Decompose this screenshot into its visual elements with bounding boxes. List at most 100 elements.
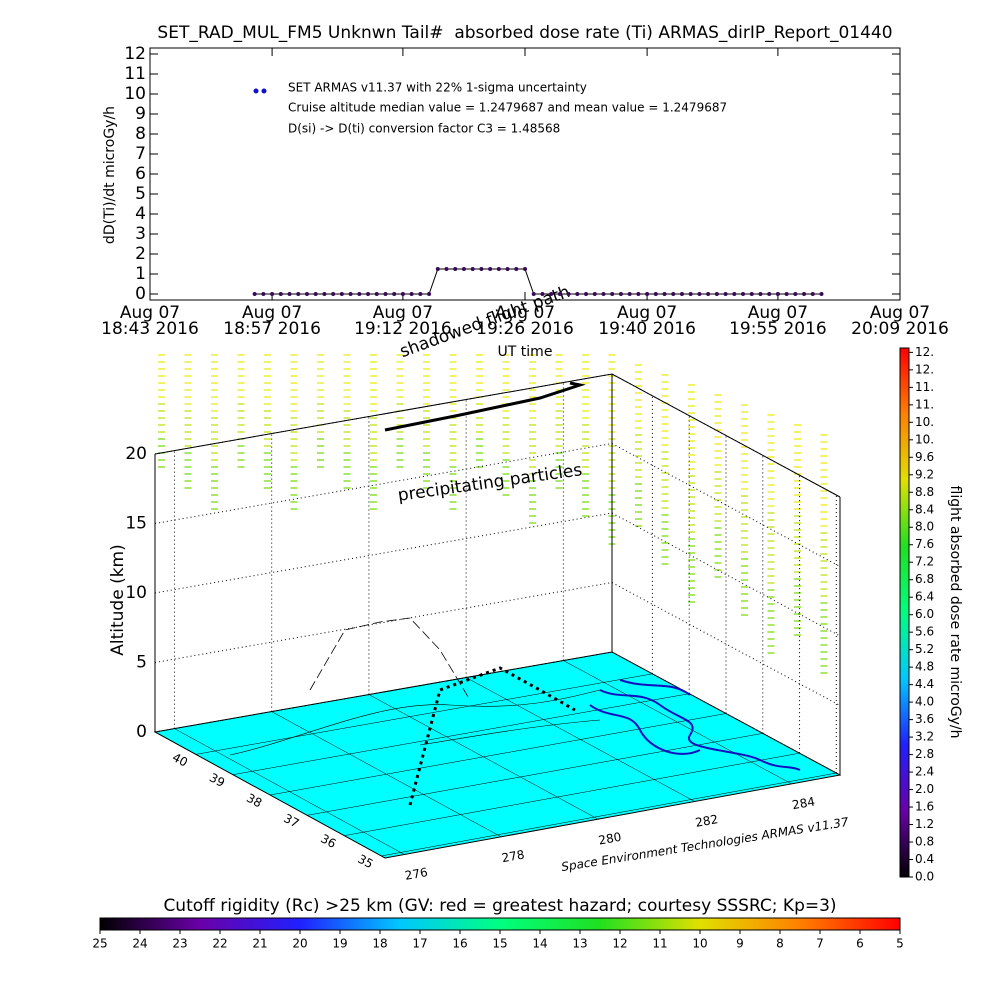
grid-line: [154, 512, 841, 637]
data-point: [470, 267, 475, 272]
colorbar-tick-label: 19: [332, 937, 347, 951]
colorbar-tick-label: 22: [212, 937, 227, 951]
data-point: [322, 292, 327, 296]
y-tick-label: 3: [135, 224, 146, 244]
data-point: [767, 292, 772, 296]
data-point: [584, 292, 589, 296]
lon-tick-label: 278: [501, 847, 526, 865]
data-point: [610, 292, 615, 296]
colorbar-tick-label: 18: [372, 937, 387, 951]
colorbar-tick-label: 3.2: [915, 730, 934, 744]
data-point: [383, 292, 388, 296]
data-point: [732, 292, 737, 296]
colorbar-tick-label: 15: [492, 937, 507, 951]
y-tick-label: 7: [135, 144, 146, 164]
y-tick-label: 8: [135, 124, 146, 144]
colorbar-tick-label: 21: [252, 937, 267, 951]
colorbar-tick-label: 10.: [915, 415, 934, 429]
data-point: [679, 292, 684, 296]
colorbar-tick-label: 20: [292, 937, 307, 951]
data-point: [549, 292, 554, 296]
data-point: [671, 292, 676, 296]
colorbar-tick-label: 8.4: [915, 502, 934, 516]
chart-title: SET_RAD_MUL_FM5 Unknwn Tail# absorbed do…: [157, 23, 892, 43]
colorbar-tick-label: 7.2: [915, 555, 934, 569]
x-tick-label: Aug 07: [495, 303, 555, 323]
data-point: [662, 292, 667, 296]
colorbar-tick-label: 5: [896, 937, 904, 951]
y-tick-label: 2: [135, 244, 146, 264]
data-point: [261, 292, 266, 296]
colorbar-tick-label: 7.6: [915, 537, 934, 551]
x-tick-label: 20:09 2016: [851, 319, 949, 339]
data-point: [758, 292, 763, 296]
data-point: [775, 292, 780, 296]
colorbar-tick-label: 14: [532, 937, 547, 951]
colorbar: [899, 347, 910, 878]
data-point: [723, 292, 728, 296]
x-tick-label: 18:43 2016: [101, 319, 199, 339]
state-line: [229, 689, 601, 756]
data-point: [304, 292, 309, 296]
x-tick-label: Aug 07: [120, 303, 180, 323]
y-tick-label: 4: [135, 204, 146, 224]
z-tick-label: 15: [125, 514, 147, 534]
x-tick-label: Aug 07: [617, 303, 677, 323]
lon-tick-label: 282: [694, 812, 719, 830]
data-point: [819, 292, 824, 296]
legend-label: SET ARMAS v11.37 with 22% 1-sigma uncert…: [288, 81, 587, 95]
data-point: [357, 292, 362, 296]
x-tick-label: 19:40 2016: [598, 319, 696, 339]
colorbar-tick-label: 1.2: [915, 817, 934, 831]
colorbar-tick-label: 9.6: [915, 450, 934, 464]
flight-path: [384, 381, 586, 432]
lat-tick-label: 38: [244, 791, 264, 811]
y-tick-label: 6: [135, 164, 146, 184]
colorbar-label: Cutoff rigidity (Rc) >25 km (GV: red = g…: [163, 896, 836, 916]
data-point: [793, 292, 798, 296]
data-point: [296, 292, 301, 296]
colorbar-tick-label: 9: [736, 937, 744, 951]
data-point: [366, 292, 371, 296]
x-tick-label: Aug 07: [242, 303, 302, 323]
lat-tick-label: 35: [355, 852, 375, 872]
colorbar-tick-label: 16: [452, 937, 467, 951]
data-point: [688, 292, 693, 296]
grid-line: [195, 673, 653, 755]
lat-tick-label: 37: [281, 811, 301, 831]
colorbar-tick-label: 17: [412, 937, 427, 951]
colorbar-tick-label: 5.2: [915, 642, 934, 656]
lon-tick-label: 276: [404, 865, 429, 883]
grid-line: [269, 713, 727, 796]
z-tick-label: 20: [125, 444, 147, 464]
data-point: [514, 267, 519, 272]
colorbar-tick-label: 2.0: [915, 782, 934, 796]
data-point: [566, 292, 571, 296]
colorbar-tick-label: 25: [92, 937, 107, 951]
data-point: [374, 292, 379, 296]
colorbar-tick-label: 23: [172, 937, 187, 951]
data-point: [435, 267, 440, 272]
altitude-profile: [309, 617, 471, 701]
data-point: [331, 292, 336, 296]
data-point: [557, 292, 562, 296]
coastline: [589, 679, 801, 771]
colorbar-tick-label: 6: [856, 937, 864, 951]
x-tick-label: Aug 07: [870, 303, 930, 323]
x-tick-label: 19:55 2016: [729, 319, 827, 339]
data-point: [278, 292, 283, 296]
x-tick-label: 18:57 2016: [223, 319, 321, 339]
y-tick-label: 5: [135, 184, 146, 204]
grid-line: [232, 693, 690, 775]
legend-marker: [261, 88, 267, 94]
colorbar-tick-label: 11.: [915, 380, 934, 394]
lon-tick-label: 284: [791, 794, 816, 812]
colorbar-tick-label: 9.2: [915, 467, 934, 481]
grid-line: [307, 733, 763, 816]
data-point: [270, 292, 275, 296]
axis-edge: [154, 373, 841, 498]
grid-line: [154, 581, 841, 706]
data-point: [427, 292, 432, 296]
